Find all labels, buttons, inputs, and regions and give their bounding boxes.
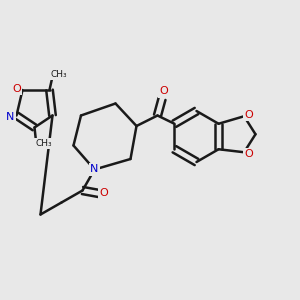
Text: CH₃: CH₃ bbox=[51, 70, 68, 79]
Text: CH₃: CH₃ bbox=[35, 139, 52, 148]
Text: O: O bbox=[244, 149, 253, 159]
Text: O: O bbox=[99, 188, 108, 199]
Text: O: O bbox=[12, 83, 21, 94]
Text: O: O bbox=[159, 86, 168, 97]
Text: O: O bbox=[244, 110, 253, 120]
Text: N: N bbox=[6, 112, 15, 122]
Text: N: N bbox=[90, 164, 99, 175]
